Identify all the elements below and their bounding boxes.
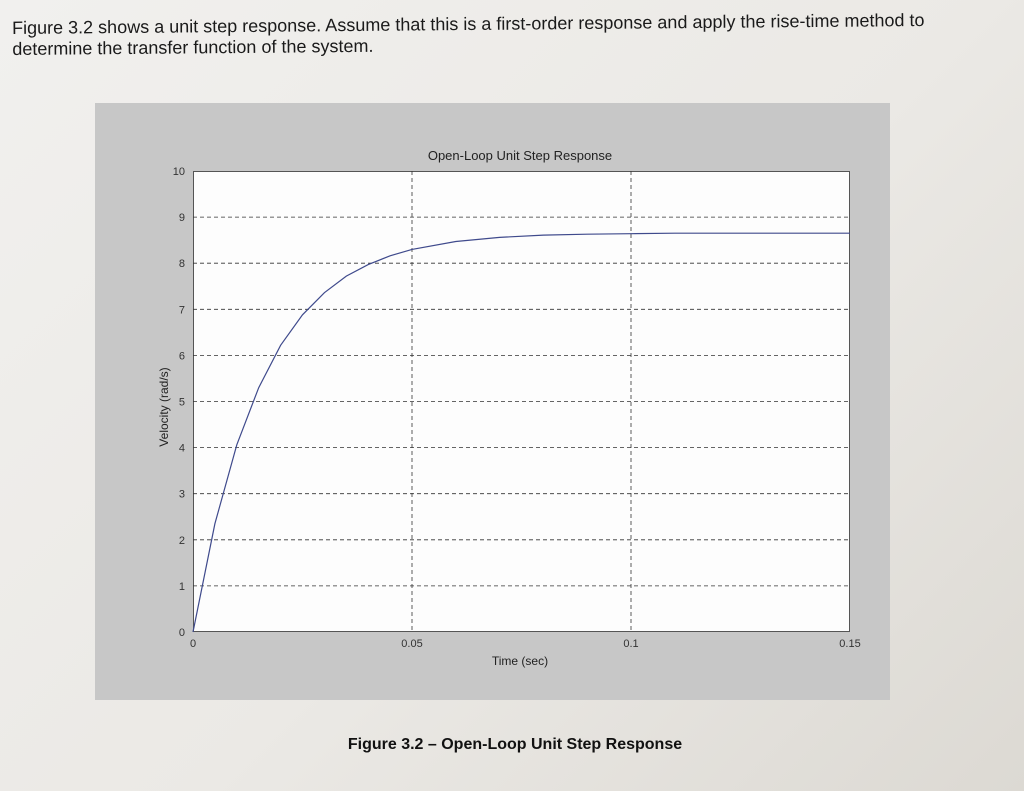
y-tick-label: 4 [179,443,185,455]
y-tick-label: 3 [179,489,185,501]
step-response-line [192,232,850,633]
y-tick-label: 7 [179,304,185,316]
y-tick-label: 1 [179,581,185,593]
x-tick-label: 0.05 [401,638,422,650]
y-tick-label: 5 [179,397,185,409]
y-tick-label: 2 [179,535,185,547]
y-axis-label: Velocity (rad/s) [157,367,171,447]
y-tick-label: 8 [179,258,185,270]
figure-caption: Figure 3.2 – Open-Loop Unit Step Respons… [347,736,683,753]
x-axis-label: Time (sec) [491,654,549,668]
y-tick-label: 6 [179,350,185,362]
x-tick-label: 0 [190,638,196,650]
y-tick-label: 0 [179,627,185,639]
chart-title: Open-Loop Unit Step Response [427,148,613,163]
y-tick-label: 10 [173,166,185,178]
y-tick-label: 9 [179,212,185,224]
x-tick-label: 0.15 [839,638,860,650]
x-tick-label: 0.1 [623,638,638,650]
